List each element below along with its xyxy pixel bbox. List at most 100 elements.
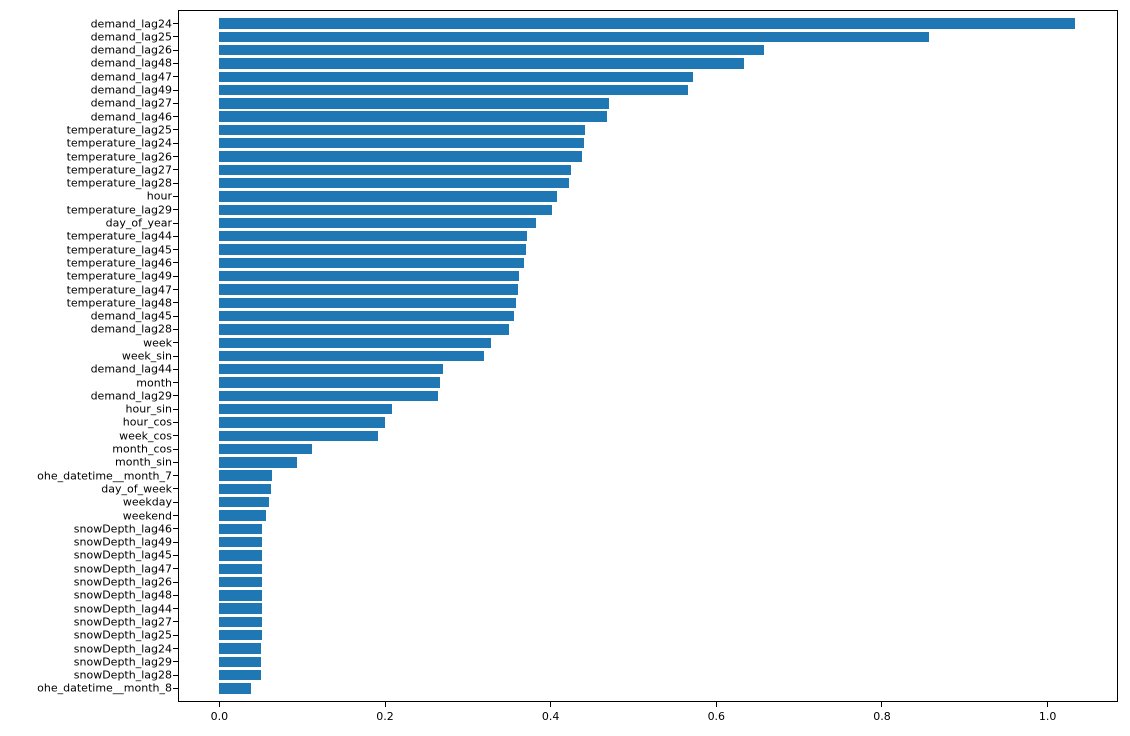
y-tick-label: temperature_lag46 [67,256,178,269]
bar [219,643,260,653]
chart-figure: 0.00.20.40.60.81.0 demand_lag24demand_la… [0,0,1130,736]
x-tick-label: 0.0 [211,710,229,723]
x-tick [716,702,717,707]
plot-area: 0.00.20.40.60.81.0 demand_lag24demand_la… [178,10,1118,702]
bar [219,431,378,441]
y-tick-label: snowDepth_lag24 [74,642,178,655]
y-tick-label: snowDepth_lag25 [74,629,178,642]
y-tick-label: temperature_lag44 [67,230,178,243]
y-tick-label: ohe_datetime__month_7 [37,469,178,482]
bar [219,444,312,454]
y-tick-label: day_of_year [106,217,178,230]
x-tick [385,702,386,707]
x-tick [1047,702,1048,707]
y-tick-label: month_sin [115,456,178,469]
y-tick-label: demand_lag44 [91,363,178,376]
y-tick-label: temperature_lag48 [67,296,178,309]
y-tick-label: temperature_lag25 [67,123,178,136]
y-tick-label: snowDepth_lag46 [74,522,178,535]
y-tick-label: demand_lag45 [91,310,178,323]
y-tick-label: snowDepth_lag28 [74,669,178,682]
bar [219,165,570,175]
x-tick-label: 1.0 [1039,710,1057,723]
y-tick-label: week_cos [119,429,178,442]
y-tick-label: hour_cos [123,416,178,429]
bar [219,138,583,148]
bar [219,311,514,321]
y-tick-label: hour [147,190,178,203]
bar [219,564,262,574]
bar [219,85,688,95]
y-tick-label: snowDepth_lag29 [74,655,178,668]
y-tick-label: demand_lag49 [91,84,178,97]
y-tick-label: temperature_lag29 [67,203,178,216]
x-tick-label: 0.6 [708,710,726,723]
y-tick-label: demand_lag24 [91,17,178,30]
y-tick-label: demand_lag26 [91,44,178,57]
bar [219,683,250,693]
y-tick-label: temperature_lag47 [67,283,178,296]
y-tick-label: demand_lag48 [91,57,178,70]
bar [219,470,272,480]
y-tick-label: week [143,336,178,349]
bar [219,657,260,667]
bar [219,111,607,121]
y-tick-label: snowDepth_lag44 [74,602,178,615]
y-tick-label: hour_sin [126,403,178,416]
y-tick-label: snowDepth_lag47 [74,562,178,575]
x-tick [881,702,882,707]
y-tick-label: temperature_lag45 [67,243,178,256]
bar [219,550,262,560]
bar [219,231,527,241]
bar [219,191,557,201]
x-tick [219,702,220,707]
y-tick-label: snowDepth_lag27 [74,615,178,628]
bar [219,391,438,401]
y-tick-label: demand_lag46 [91,110,178,123]
bar [219,284,517,294]
bar [219,324,509,334]
bar [219,45,764,55]
y-tick-label: demand_lag25 [91,30,178,43]
y-tick-label: week_sin [122,350,178,363]
y-tick-label: snowDepth_lag48 [74,589,178,602]
bar [219,298,515,308]
bar [219,510,265,520]
bar [219,377,439,387]
y-tick-label: temperature_lag26 [67,150,178,163]
bar [219,457,297,467]
bar [219,603,262,613]
bar [219,670,260,680]
bar [219,617,262,627]
bar [219,258,524,268]
y-tick-label: demand_lag29 [91,389,178,402]
bar [219,151,582,161]
bar [219,205,552,215]
y-tick-label: demand_lag47 [91,70,178,83]
y-tick-label: weekend [123,509,178,522]
y-tick-label: snowDepth_lag49 [74,536,178,549]
y-tick-label: temperature_lag28 [67,177,178,190]
y-tick-label: weekday [123,496,178,509]
bar [219,18,1075,28]
bar [219,524,262,534]
y-tick-label: month [136,376,178,389]
y-tick-label: temperature_lag27 [67,163,178,176]
y-tick-label: ohe_datetime__month_8 [37,682,178,695]
bar [219,125,585,135]
bar [219,497,269,507]
x-tick-label: 0.2 [376,710,394,723]
bar [219,364,443,374]
bar [219,98,609,108]
bar [219,630,262,640]
bar [219,271,519,281]
y-tick-label: demand_lag27 [91,97,178,110]
bar [219,338,491,348]
y-tick-label: snowDepth_lag26 [74,576,178,589]
y-tick-label: temperature_lag24 [67,137,178,150]
x-tick-label: 0.4 [542,710,560,723]
bar [219,577,262,587]
y-tick-label: day_of_week [101,482,178,495]
bar [219,351,484,361]
bar [219,484,270,494]
